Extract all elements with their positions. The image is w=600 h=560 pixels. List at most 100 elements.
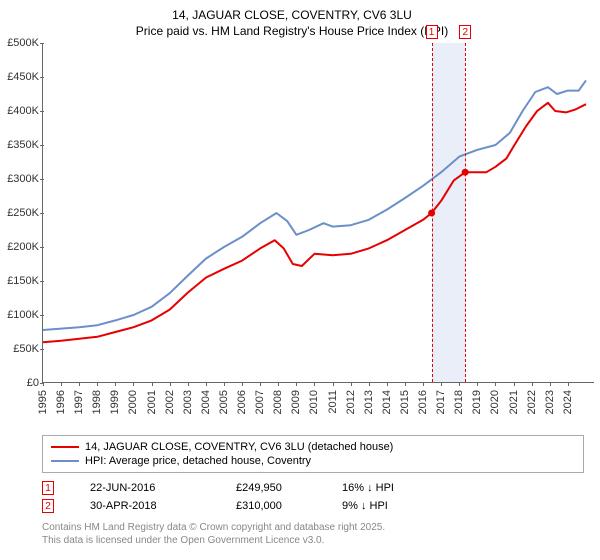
x-tick-mark (568, 382, 569, 386)
x-tick-mark (423, 382, 424, 386)
y-tick-label: £250K (0, 207, 43, 219)
x-tick-label: 2011 (327, 390, 339, 414)
x-tick-mark (43, 382, 44, 386)
x-tick-mark (459, 382, 460, 386)
footer-line2: This data is licensed under the Open Gov… (42, 534, 584, 547)
x-tick-mark (532, 382, 533, 386)
x-tick-label: 2022 (526, 390, 538, 414)
y-tick-label: £100K (0, 309, 43, 321)
x-tick-mark (115, 382, 116, 386)
legend-label: 14, JAGUAR CLOSE, COVENTRY, CV6 3LU (det… (85, 441, 393, 453)
x-tick-label: 2008 (272, 390, 284, 414)
marker-row-date: 22-JUN-2016 (90, 482, 200, 494)
legend-item-jaguar: 14, JAGUAR CLOSE, COVENTRY, CV6 3LU (det… (51, 440, 575, 454)
x-tick-label: 2013 (363, 390, 375, 414)
x-tick-mark (224, 382, 225, 386)
x-tick-mark (514, 382, 515, 386)
x-tick-mark (133, 382, 134, 386)
y-tick-label: £350K (0, 139, 43, 151)
x-tick-mark (477, 382, 478, 386)
x-tick-label: 2002 (164, 390, 176, 414)
series-hpi (43, 81, 586, 331)
marker-row-diff: 9% ↓ HPI (342, 500, 422, 512)
x-tick-mark (495, 382, 496, 386)
legend-swatch (51, 446, 79, 448)
marker-table: 1 22-JUN-2016 £249,950 16% ↓ HPI 2 30-APR-201… (42, 479, 584, 515)
x-tick-label: 2018 (453, 390, 465, 414)
x-tick-label: 2017 (435, 390, 447, 414)
marker-row-2: 2 30-APR-2018 £310,000 9% ↓ HPI (42, 497, 584, 515)
x-tick-mark (79, 382, 80, 386)
marker-row-price: £249,950 (236, 482, 306, 494)
x-tick-label: 2020 (489, 390, 501, 414)
x-tick-label: 2004 (200, 390, 212, 414)
x-tick-label: 1999 (109, 390, 121, 414)
marker-row-1: 1 22-JUN-2016 £249,950 16% ↓ HPI (42, 479, 584, 497)
x-tick-mark (296, 382, 297, 386)
marker-vline-2 (465, 43, 466, 382)
chart-title: 14, JAGUAR CLOSE, COVENTRY, CV6 3LU Pric… (0, 8, 584, 39)
x-tick-mark (61, 382, 62, 386)
x-tick-mark (351, 382, 352, 386)
x-tick-mark (97, 382, 98, 386)
x-tick-label: 2001 (146, 390, 158, 414)
series-jaguar (43, 103, 586, 342)
x-tick-mark (441, 382, 442, 386)
marker-flag-1: 1 (426, 25, 438, 39)
x-tick-mark (206, 382, 207, 386)
marker-vline-1 (432, 43, 433, 382)
footer-attribution: Contains HM Land Registry data © Crown c… (42, 521, 584, 547)
x-tick-label: 2010 (308, 390, 320, 414)
x-tick-mark (170, 382, 171, 386)
x-tick-label: 2009 (290, 390, 302, 414)
legend-label: HPI: Average price, detached house, Cove… (85, 455, 311, 467)
y-tick-label: £450K (0, 71, 43, 83)
x-tick-label: 1998 (91, 390, 103, 414)
marker-row-price: £310,000 (236, 500, 306, 512)
x-tick-label: 2000 (127, 390, 139, 414)
x-tick-label: 1996 (55, 390, 67, 414)
x-tick-label: 2012 (345, 390, 357, 414)
x-tick-mark (152, 382, 153, 386)
legend-swatch (51, 460, 79, 462)
title-line2: Price paid vs. HM Land Registry's House … (0, 24, 584, 40)
x-tick-mark (405, 382, 406, 386)
x-tick-label: 2005 (218, 390, 230, 414)
y-tick-label: £400K (0, 105, 43, 117)
y-tick-label: £300K (0, 173, 43, 185)
y-tick-label: £50K (0, 343, 43, 355)
y-tick-label: £200K (0, 241, 43, 253)
x-tick-label: 2019 (471, 390, 483, 414)
marker-row-date: 30-APR-2018 (90, 500, 200, 512)
x-tick-mark (550, 382, 551, 386)
x-tick-label: 1997 (73, 390, 85, 414)
x-tick-mark (242, 382, 243, 386)
legend-item-hpi: HPI: Average price, detached house, Cove… (51, 454, 575, 468)
x-tick-mark (333, 382, 334, 386)
chart-lines (43, 43, 595, 383)
x-tick-mark (314, 382, 315, 386)
x-tick-label: 2006 (236, 390, 248, 414)
marker-row-flag: 2 (42, 499, 54, 513)
x-tick-label: 2016 (417, 390, 429, 414)
y-tick-label: £150K (0, 275, 43, 287)
x-tick-mark (188, 382, 189, 386)
x-tick-mark (260, 382, 261, 386)
x-tick-label: 2003 (182, 390, 194, 414)
x-tick-mark (369, 382, 370, 386)
chart-area: £0£50K£100K£150K£200K£250K£300K£350K£400… (42, 43, 594, 401)
x-tick-label: 2007 (254, 390, 266, 414)
title-line1: 14, JAGUAR CLOSE, COVENTRY, CV6 3LU (0, 8, 584, 24)
y-tick-label: £500K (0, 37, 43, 49)
footer-line1: Contains HM Land Registry data © Crown c… (42, 521, 584, 534)
marker-row-flag: 1 (42, 481, 54, 495)
y-tick-label: £0 (0, 377, 43, 389)
legend: 14, JAGUAR CLOSE, COVENTRY, CV6 3LU (det… (42, 435, 584, 473)
x-tick-mark (278, 382, 279, 386)
x-tick-mark (387, 382, 388, 386)
x-tick-label: 2023 (544, 390, 556, 414)
marker-row-diff: 16% ↓ HPI (342, 482, 422, 494)
x-tick-label: 1995 (37, 390, 49, 414)
x-tick-label: 2024 (562, 390, 574, 414)
marker-flag-2: 2 (459, 25, 471, 39)
